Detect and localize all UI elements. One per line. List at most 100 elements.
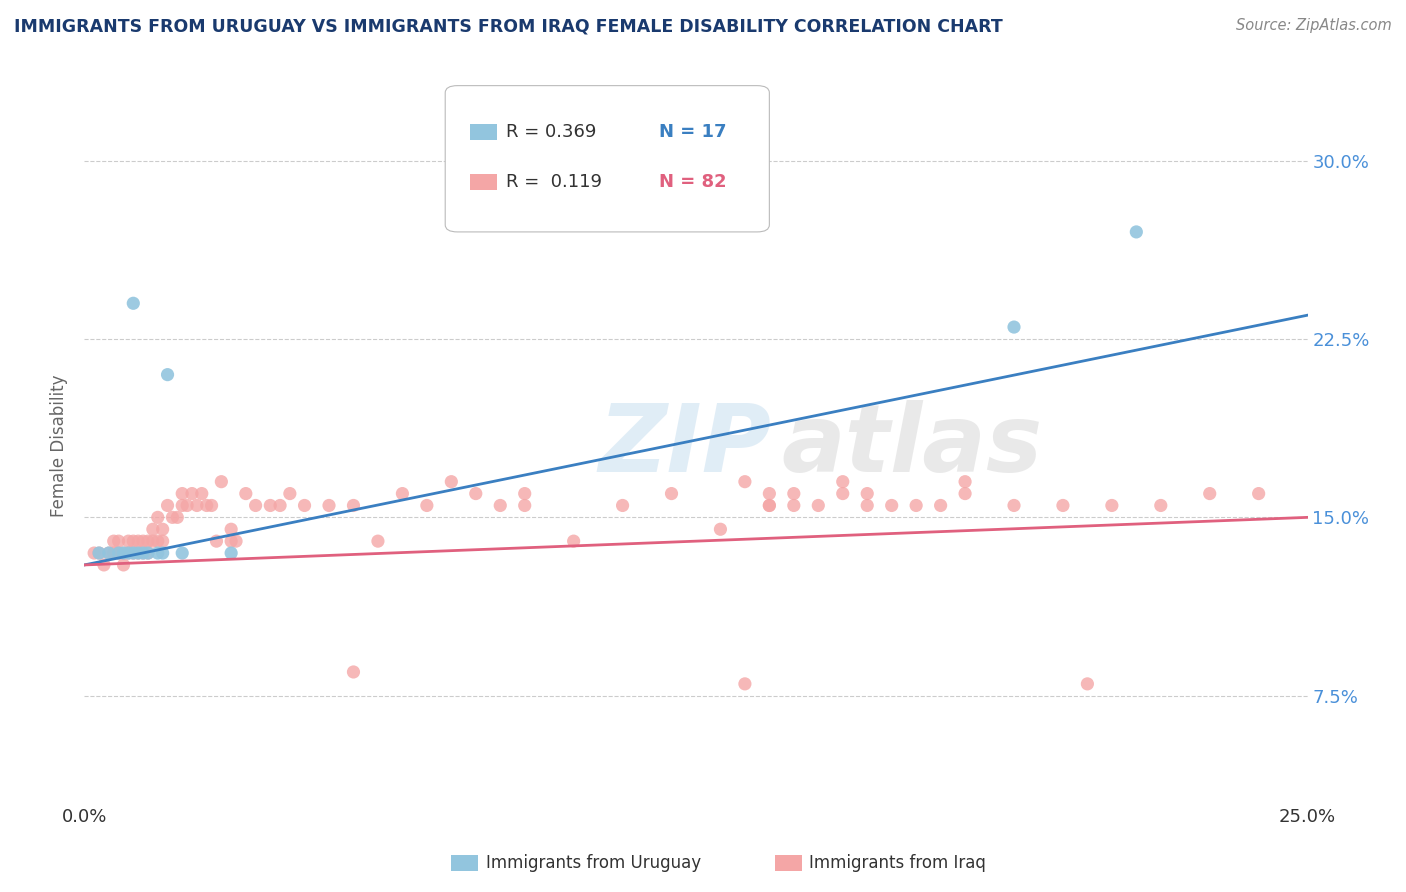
Point: [929, 499, 952, 513]
Point: [87, 546, 110, 560]
Point: [440, 475, 463, 489]
Point: [146, 534, 169, 549]
Point: [156, 499, 179, 513]
Point: [152, 534, 174, 549]
Point: [225, 534, 247, 549]
Point: [112, 558, 135, 572]
Point: [1101, 499, 1123, 513]
Point: [513, 486, 536, 500]
Text: R = 0.369: R = 0.369: [506, 123, 596, 141]
Point: [132, 546, 155, 560]
Point: [112, 546, 135, 560]
Point: [391, 486, 413, 500]
Point: [367, 534, 389, 549]
Point: [117, 546, 139, 560]
Point: [172, 486, 194, 500]
Point: [318, 499, 340, 513]
Point: [172, 546, 194, 560]
Point: [1125, 225, 1147, 239]
Point: [152, 546, 174, 560]
Point: [1247, 486, 1270, 500]
Point: [831, 486, 853, 500]
Text: ZIP: ZIP: [598, 400, 770, 492]
Text: Source: ZipAtlas.com: Source: ZipAtlas.com: [1236, 18, 1392, 33]
Point: [162, 510, 184, 524]
Point: [294, 499, 316, 513]
Point: [235, 486, 257, 500]
Point: [146, 510, 169, 524]
Point: [122, 534, 145, 549]
Point: [142, 534, 165, 549]
Point: [734, 475, 756, 489]
Point: [136, 546, 159, 560]
Point: [152, 522, 174, 536]
Point: [880, 499, 903, 513]
Point: [172, 499, 194, 513]
Point: [245, 499, 267, 513]
Point: [278, 486, 301, 500]
Point: [489, 499, 512, 513]
Point: [107, 546, 129, 560]
Point: [142, 522, 165, 536]
Point: [132, 546, 155, 560]
Point: [186, 499, 208, 513]
Point: [661, 486, 683, 500]
Point: [856, 486, 879, 500]
Point: [1052, 499, 1074, 513]
FancyBboxPatch shape: [470, 174, 496, 190]
Point: [200, 499, 222, 513]
Text: R =  0.119: R = 0.119: [506, 173, 602, 191]
Point: [513, 499, 536, 513]
Point: [132, 534, 155, 549]
Point: [1002, 320, 1025, 334]
Point: [783, 499, 806, 513]
Point: [103, 534, 125, 549]
Point: [953, 475, 976, 489]
Point: [1150, 499, 1173, 513]
Point: [758, 486, 780, 500]
Point: [127, 546, 149, 560]
Point: [195, 499, 218, 513]
Point: [905, 499, 928, 513]
Point: [758, 499, 780, 513]
Point: [117, 546, 139, 560]
Point: [219, 534, 242, 549]
Point: [122, 546, 145, 560]
Point: [122, 296, 145, 310]
Point: [205, 534, 228, 549]
Point: [734, 677, 756, 691]
FancyBboxPatch shape: [446, 86, 769, 232]
Point: [83, 546, 105, 560]
Point: [156, 368, 179, 382]
Point: [87, 546, 110, 560]
Point: [166, 510, 188, 524]
Point: [1076, 677, 1098, 691]
Point: [342, 665, 364, 679]
Point: [259, 499, 281, 513]
FancyBboxPatch shape: [451, 855, 478, 871]
Point: [117, 534, 139, 549]
Point: [953, 486, 976, 500]
Point: [831, 475, 853, 489]
Point: [122, 546, 145, 560]
Point: [219, 522, 242, 536]
Point: [562, 534, 585, 549]
Point: [112, 546, 135, 560]
Point: [136, 546, 159, 560]
Point: [209, 475, 232, 489]
Point: [107, 534, 129, 549]
Point: [1002, 499, 1025, 513]
Point: [783, 486, 806, 500]
Point: [1198, 486, 1220, 500]
Point: [97, 546, 120, 560]
Point: [127, 546, 149, 560]
Point: [181, 486, 204, 500]
Text: Immigrants from Uruguay: Immigrants from Uruguay: [485, 854, 700, 871]
Point: [269, 499, 291, 513]
Text: atlas: atlas: [782, 400, 1043, 492]
Point: [136, 534, 159, 549]
Point: [107, 546, 129, 560]
Point: [93, 558, 115, 572]
Point: [416, 499, 439, 513]
Point: [146, 546, 169, 560]
